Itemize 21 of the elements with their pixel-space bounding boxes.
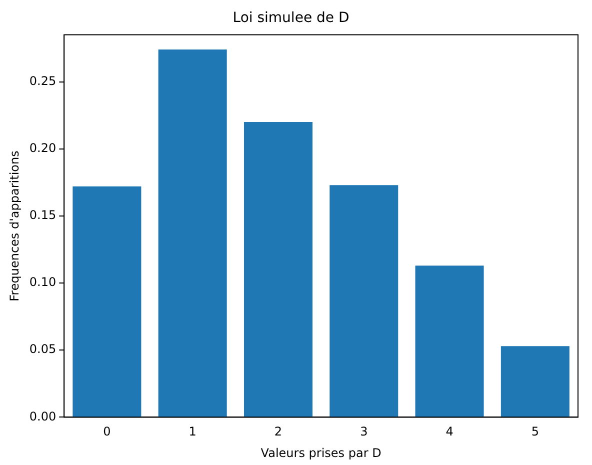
y-tick-label: 0.10	[29, 275, 56, 290]
x-tick-label: 4	[446, 424, 454, 439]
bar	[500, 346, 570, 417]
bar	[330, 185, 398, 417]
y-tick-label: 0.05	[29, 342, 56, 356]
bar	[72, 186, 142, 417]
x-tick-label: 2	[274, 424, 282, 439]
y-tick-label: 0.15	[29, 208, 56, 222]
bar	[415, 266, 484, 417]
y-tick-label: 0.20	[29, 140, 56, 155]
x-axis-title: Valeurs prises par D	[260, 446, 382, 460]
bar	[158, 50, 227, 417]
chart-title: Loi simulee de D	[232, 10, 350, 26]
x-tick-label: 3	[360, 424, 368, 439]
x-tick-label: 5	[531, 424, 539, 439]
bar	[244, 122, 312, 417]
y-axis-title: Frequences d'apparitions	[7, 150, 22, 302]
x-tick-label: 0	[103, 424, 111, 439]
x-tick-label: 1	[188, 424, 196, 439]
y-tick-label: 0.00	[29, 409, 56, 424]
y-tick-label: 0.25	[29, 74, 56, 88]
